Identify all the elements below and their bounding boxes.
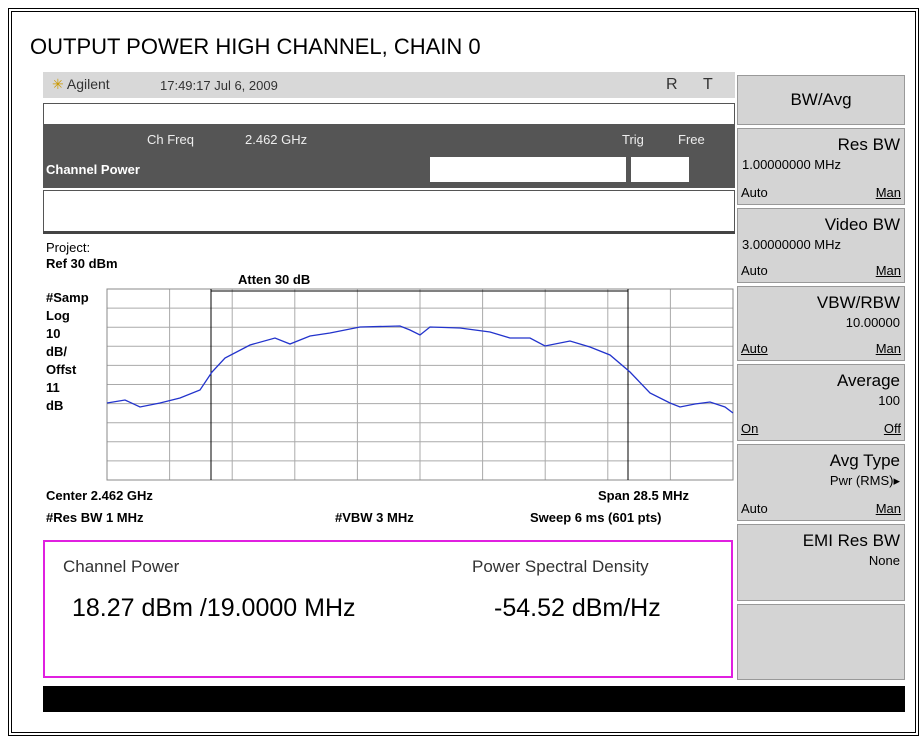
box xyxy=(631,157,689,182)
label: Channel Power xyxy=(63,557,180,576)
softkey-title: BW/Avg xyxy=(790,90,852,109)
axis-label: dB xyxy=(46,398,64,413)
label: Ch Freq xyxy=(147,132,194,147)
softkey-option: On xyxy=(741,421,759,436)
axis-label: dB/ xyxy=(46,344,67,359)
row xyxy=(43,103,735,125)
softkey-option: Man xyxy=(875,341,901,356)
softkey-value: Pwr (RMS)▸ xyxy=(829,473,900,488)
softkey-value: None xyxy=(868,553,900,568)
timestamp: 17:49:17 Jul 6, 2009 xyxy=(160,78,278,93)
softkey-value: 1.00000000 MHz xyxy=(742,157,842,172)
softkey[interactable]: Avg Type Pwr (RMS)▸ Auto Man xyxy=(737,444,905,521)
res-bw: #Res BW 1 MHz xyxy=(46,510,144,525)
softkey[interactable]: EMI Res BW None xyxy=(737,524,905,601)
brand-text: Agilent xyxy=(66,76,110,92)
axis-label: Log xyxy=(46,308,70,323)
softkey-option: Off xyxy=(883,421,901,436)
grid xyxy=(107,289,733,480)
divider xyxy=(43,231,735,234)
softkey-value: 10.00000 xyxy=(845,315,900,330)
axis-label: 11 xyxy=(46,380,60,395)
atten: Atten 30 dB xyxy=(238,272,311,287)
softkey-title: Video BW xyxy=(824,215,900,234)
axis-label: Offst xyxy=(46,362,77,377)
label: Trig xyxy=(622,132,644,147)
span: Span 28.5 MHz xyxy=(598,488,690,503)
axis-label: 10 xyxy=(46,326,61,341)
softkey-title: Average xyxy=(836,371,900,390)
top-bar xyxy=(43,72,735,98)
softkey[interactable]: Average 100 On Off xyxy=(737,364,905,441)
softkey-option: Man xyxy=(875,185,901,200)
mode: Channel Power xyxy=(46,162,140,177)
sweep: Sweep 6 ms (601 pts) xyxy=(530,510,662,525)
title: OUTPUT POWER HIGH CHANNEL, CHAIN 0 xyxy=(30,34,481,59)
softkey-value: 3.00000000 MHz xyxy=(742,237,842,252)
softkey[interactable]: BW/Avg xyxy=(737,75,905,125)
axis-label: #Samp xyxy=(46,290,89,305)
project: Project: xyxy=(46,240,91,255)
softkey-option: Auto xyxy=(741,263,768,278)
softkey-value: 100 xyxy=(878,393,900,408)
trace xyxy=(106,325,734,414)
brand: ✳ Agilent xyxy=(52,76,110,92)
softkey[interactable]: VBW/RBW 10.00000 Auto Man xyxy=(737,286,905,361)
label: Power Spectral Density xyxy=(472,557,649,576)
softkey-option: Auto xyxy=(741,501,768,516)
softkey[interactable]: Res BW 1.00000000 MHz Auto Man xyxy=(737,128,905,205)
ref: Ref 30 dBm xyxy=(46,256,118,271)
softkey-title: EMI Res BW xyxy=(802,531,900,550)
center: Center 2.462 GHz xyxy=(46,488,153,503)
softkey[interactable]: Video BW 3.00000000 MHz Auto Man xyxy=(737,208,905,283)
softkey-option: Man xyxy=(875,501,901,516)
channel-power: 18.27 dBm /19.0000 MHz xyxy=(72,594,356,622)
softkey xyxy=(737,604,905,680)
graph-border xyxy=(106,288,734,481)
status: T xyxy=(703,76,713,93)
value: Free xyxy=(678,132,705,147)
vbw: #VBW 3 MHz xyxy=(335,510,414,525)
value: 2.462 GHz xyxy=(245,132,308,147)
status: R xyxy=(666,76,678,93)
status-bar xyxy=(43,686,905,712)
results-box xyxy=(43,540,733,678)
frame xyxy=(8,8,919,736)
softkey-option: Man xyxy=(875,263,901,278)
softkey-option: Auto xyxy=(741,341,768,356)
softkey-title: VBW/RBW xyxy=(816,293,900,312)
box xyxy=(430,157,626,182)
softkey-title: Avg Type xyxy=(829,451,900,470)
psd: -54.52 dBm/Hz xyxy=(494,594,661,622)
softkey-title: Res BW xyxy=(837,135,900,154)
left-labels: #Samp Log 10 dB/Offst 11 dB xyxy=(46,290,89,416)
softkey-option: Auto xyxy=(741,185,768,200)
